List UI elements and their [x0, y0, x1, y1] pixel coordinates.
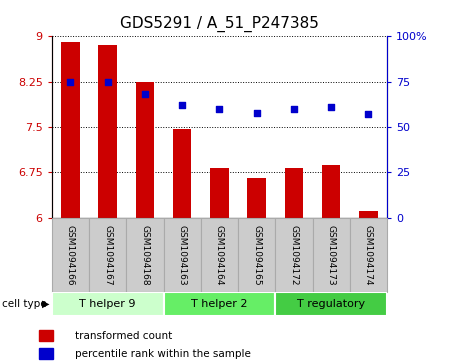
- Title: GDS5291 / A_51_P247385: GDS5291 / A_51_P247385: [120, 16, 319, 32]
- Bar: [52, 218, 89, 292]
- Bar: [98, 45, 117, 218]
- Text: GSM1094165: GSM1094165: [252, 225, 261, 285]
- Bar: [238, 218, 275, 292]
- Bar: [163, 292, 275, 316]
- Point: [104, 79, 111, 85]
- Text: GSM1094172: GSM1094172: [289, 225, 298, 285]
- Text: T regulatory: T regulatory: [297, 299, 365, 309]
- Text: GSM1094164: GSM1094164: [215, 225, 224, 285]
- Text: GSM1094168: GSM1094168: [140, 225, 149, 285]
- Text: cell type: cell type: [2, 299, 47, 309]
- Bar: [359, 211, 378, 218]
- Text: transformed count: transformed count: [75, 331, 172, 341]
- Point: [67, 79, 74, 85]
- Point: [216, 106, 223, 112]
- Point: [290, 106, 297, 112]
- Point: [141, 91, 149, 97]
- Bar: [61, 42, 80, 218]
- Bar: [201, 218, 238, 292]
- Point: [253, 110, 260, 115]
- Point: [328, 104, 335, 110]
- Bar: [52, 292, 163, 316]
- Point: [365, 111, 372, 117]
- Text: ▶: ▶: [42, 299, 50, 309]
- Bar: [284, 168, 303, 218]
- Text: GSM1094174: GSM1094174: [364, 225, 373, 285]
- Bar: [312, 218, 350, 292]
- Bar: [210, 168, 229, 218]
- Bar: [39, 330, 53, 341]
- Text: percentile rank within the sample: percentile rank within the sample: [75, 349, 251, 359]
- Bar: [322, 165, 341, 218]
- Bar: [135, 82, 154, 218]
- Bar: [248, 179, 266, 218]
- Bar: [350, 218, 387, 292]
- Bar: [173, 129, 191, 218]
- Text: T helper 2: T helper 2: [191, 299, 248, 309]
- Bar: [163, 218, 201, 292]
- Bar: [39, 348, 53, 359]
- Bar: [275, 292, 387, 316]
- Bar: [89, 218, 126, 292]
- Point: [179, 102, 186, 108]
- Text: GSM1094166: GSM1094166: [66, 225, 75, 285]
- Text: GSM1094173: GSM1094173: [327, 225, 336, 285]
- Bar: [275, 218, 312, 292]
- Text: GSM1094163: GSM1094163: [178, 225, 187, 285]
- Text: GSM1094167: GSM1094167: [103, 225, 112, 285]
- Bar: [126, 218, 163, 292]
- Text: T helper 9: T helper 9: [79, 299, 136, 309]
